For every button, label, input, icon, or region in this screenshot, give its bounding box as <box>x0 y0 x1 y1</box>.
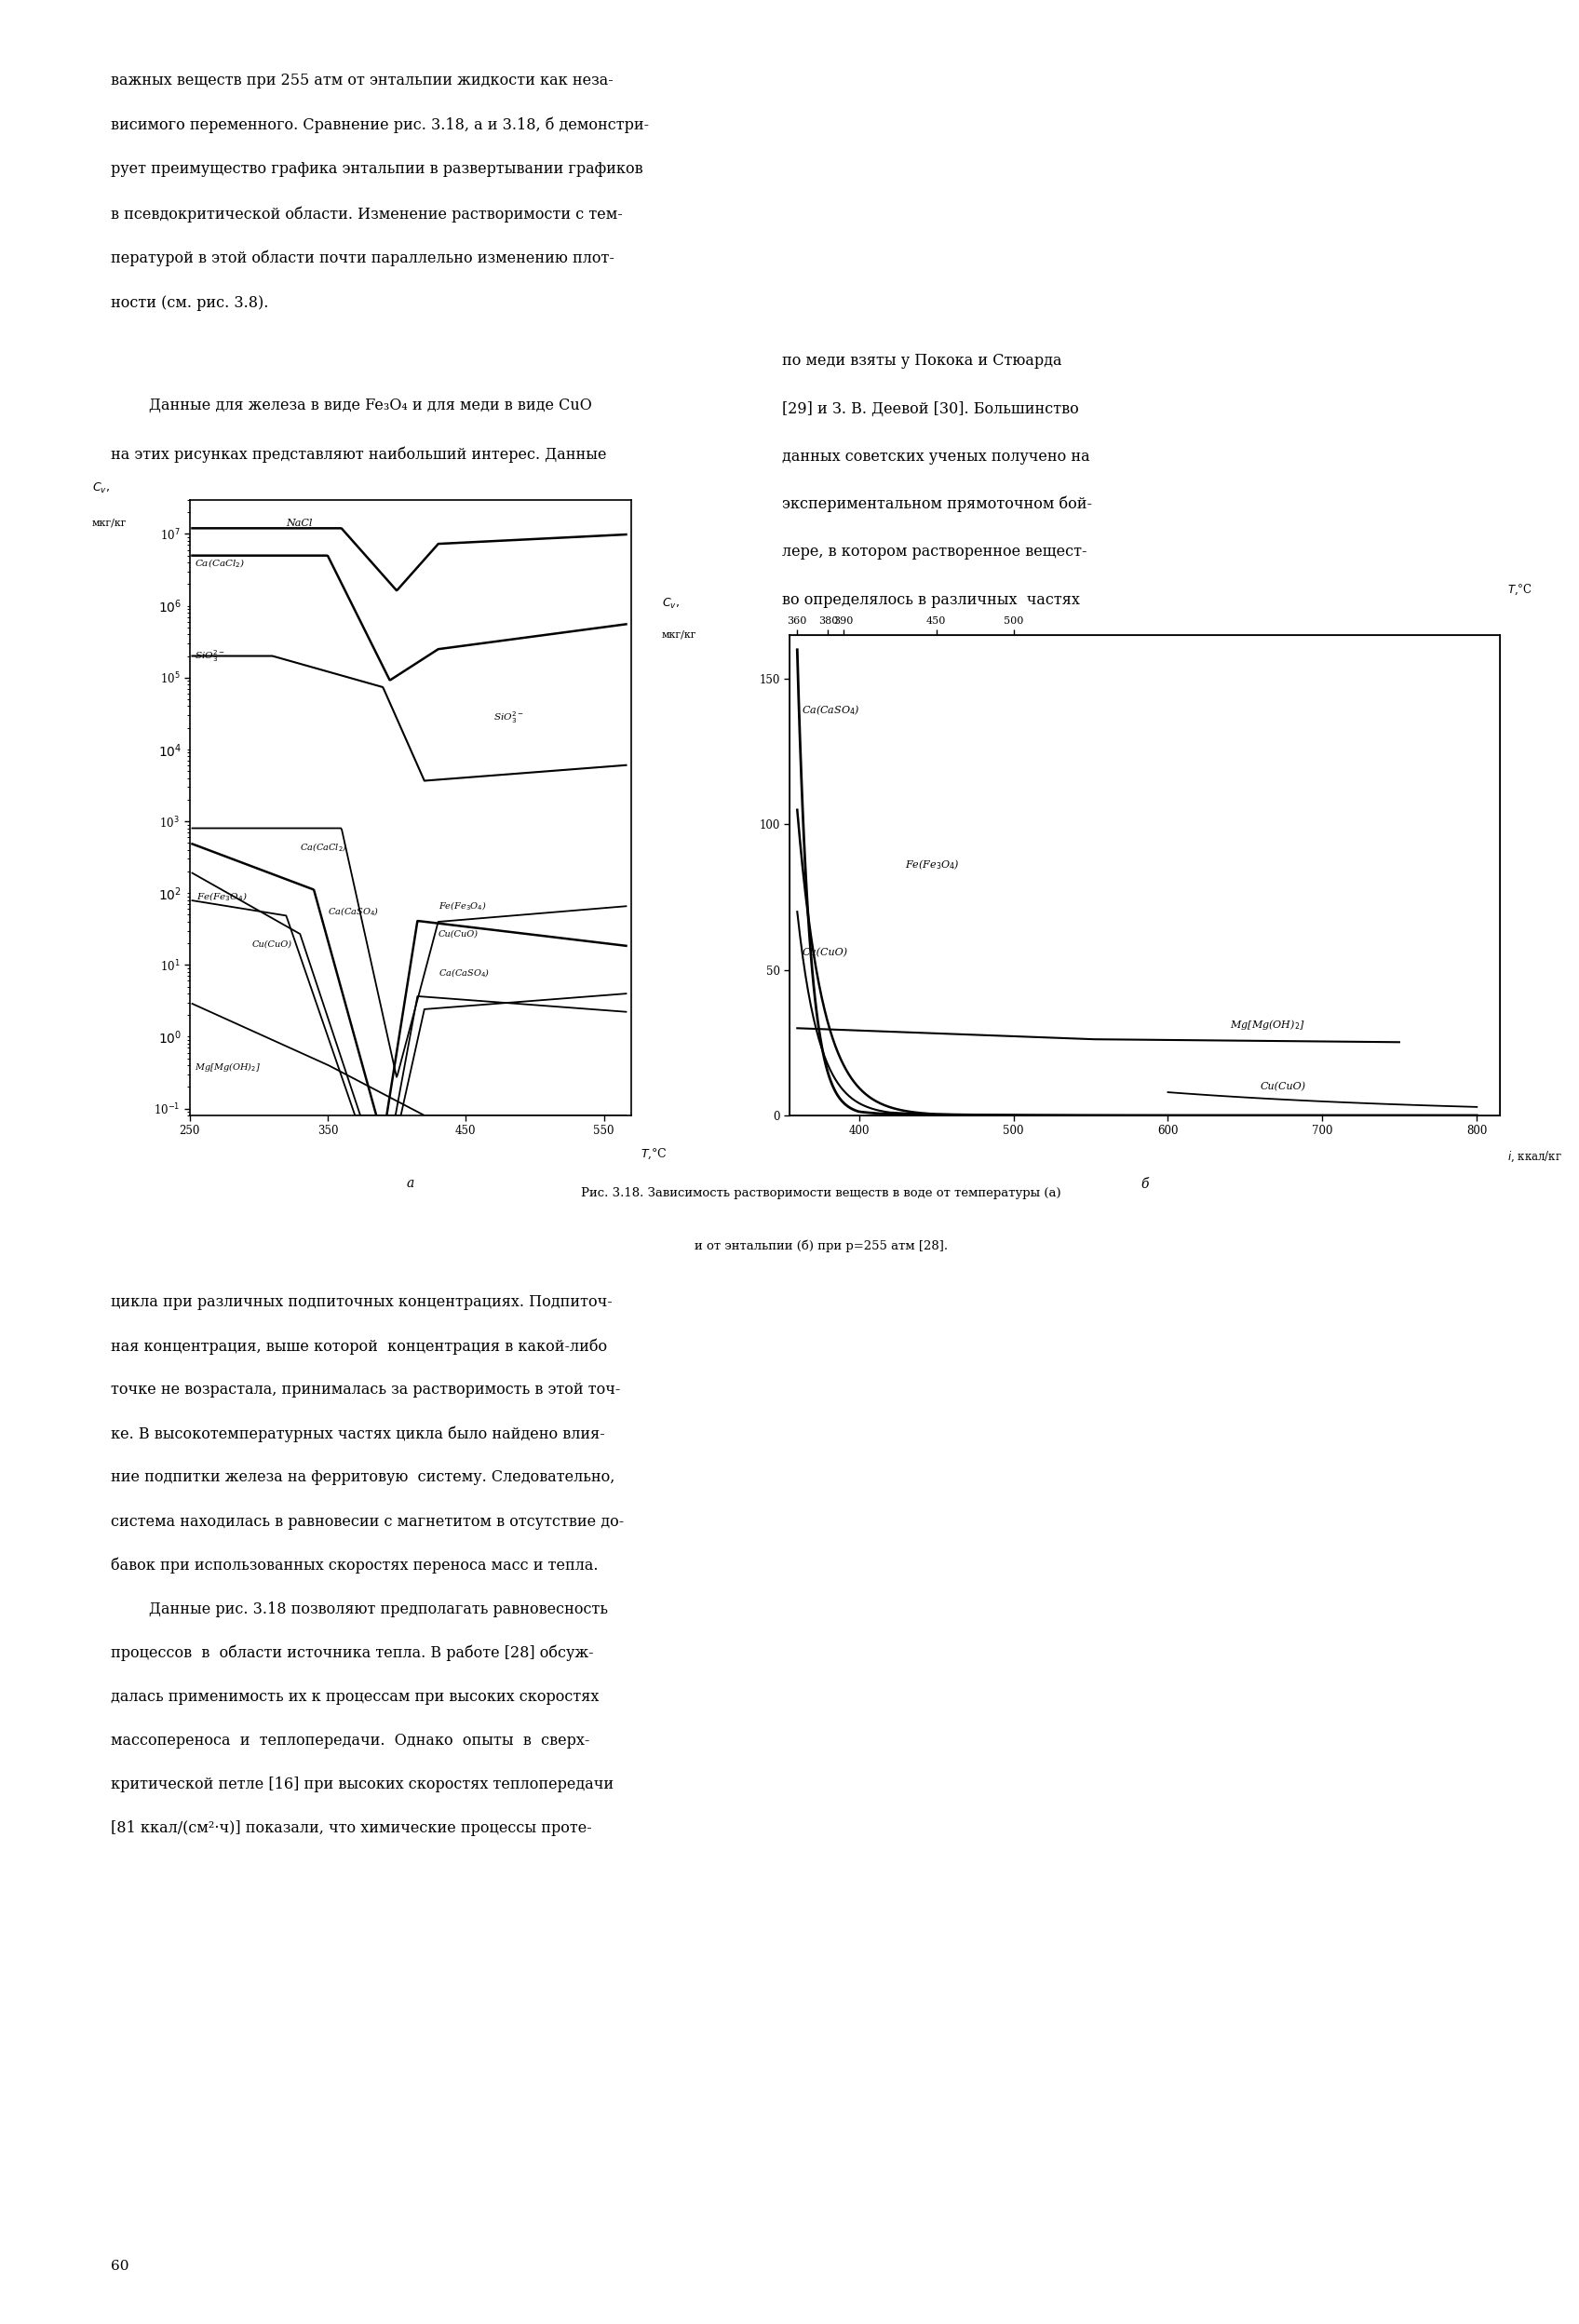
Text: Mg[Mg(OH)$_2$]: Mg[Mg(OH)$_2$] <box>1230 1018 1304 1032</box>
Text: и от энтальпии (б) при р=255 атм [28].: и от энтальпии (б) при р=255 атм [28]. <box>695 1241 947 1253</box>
Text: система находилась в равновесии с магнетитом в отсутствие до-: система находилась в равновесии с магнет… <box>111 1513 624 1529</box>
Text: Fe(Fe$_3$O$_4$): Fe(Fe$_3$O$_4$) <box>439 899 486 913</box>
Text: лере, в котором растворенное вещест-: лере, в котором растворенное вещест- <box>782 544 1086 560</box>
Text: висимого переменного. Сравнение рис. 3.18, а и 3.18, б демонстри-: висимого переменного. Сравнение рис. 3.1… <box>111 116 649 132</box>
Text: Данные рис. 3.18 позволяют предполагать равновесность: Данные рис. 3.18 позволяют предполагать … <box>111 1601 608 1618</box>
Text: ности (см. рис. 3.8).: ности (см. рис. 3.8). <box>111 295 268 311</box>
Text: Ca(CaSO$_4$): Ca(CaSO$_4$) <box>439 967 489 981</box>
Text: бавок при использованных скоростях переноса масс и тепла.: бавок при использованных скоростях перен… <box>111 1557 598 1573</box>
Text: экспериментальном прямоточном бой-: экспериментальном прямоточном бой- <box>782 495 1091 511</box>
Text: [29] и З. В. Деевой [30]. Большинство: [29] и З. В. Деевой [30]. Большинство <box>782 400 1078 416</box>
Text: в псевдокритической области. Изменение растворимости с тем-: в псевдокритической области. Изменение р… <box>111 207 622 223</box>
Text: Fe(Fe$_3$O$_4$): Fe(Fe$_3$O$_4$) <box>905 858 960 872</box>
Text: данных советских ученых получено на: данных советских ученых получено на <box>782 449 1090 465</box>
Text: $i$, ккал/кг: $i$, ккал/кг <box>1506 1148 1562 1164</box>
Text: $T$,°C: $T$,°C <box>641 1146 668 1160</box>
Text: далась применимость их к процессам при высоких скоростях: далась применимость их к процессам при в… <box>111 1690 598 1703</box>
Text: Ca(CaSO$_4$): Ca(CaSO$_4$) <box>802 704 861 718</box>
Text: пературой в этой области почти параллельно изменению плот-: пературой в этой области почти параллель… <box>111 251 614 267</box>
Text: Fe(Fe$_3$O$_4$): Fe(Fe$_3$O$_4$) <box>196 890 248 904</box>
Text: цикла при различных подпиточных концентрациях. Подпиточ-: цикла при различных подпиточных концентр… <box>111 1294 613 1311</box>
Text: массопереноса  и  теплопередачи.  Однако  опыты  в  сверх-: массопереноса и теплопередачи. Однако оп… <box>111 1731 589 1748</box>
Text: мкг/кг: мкг/кг <box>92 518 128 528</box>
Text: а: а <box>407 1176 414 1190</box>
Text: Ca(CaSO$_4$): Ca(CaSO$_4$) <box>328 906 379 918</box>
Text: $C_v,$: $C_v,$ <box>662 597 679 611</box>
Text: SiO$_3^{2-}$: SiO$_3^{2-}$ <box>194 648 226 665</box>
Text: Cu(CuO): Cu(CuO) <box>1260 1081 1306 1092</box>
Text: процессов  в  области источника тепла. В работе [28] обсуж-: процессов в области источника тепла. В р… <box>111 1645 594 1662</box>
Text: важных веществ при 255 атм от энтальпии жидкости как неза-: важных веществ при 255 атм от энтальпии … <box>111 72 613 88</box>
Text: [81 ккал/(см²·ч)] показали, что химические процессы прoте-: [81 ккал/(см²·ч)] показали, что химическ… <box>111 1820 592 1836</box>
Text: во определялось в различных  частях: во определялось в различных частях <box>782 593 1080 607</box>
Text: критической петле [16] при высоких скоростях теплопередачи: критической петле [16] при высоких скоро… <box>111 1776 613 1792</box>
Text: Cu(CuO): Cu(CuO) <box>251 939 292 948</box>
Text: Mg[Mg(OH)$_2$]: Mg[Mg(OH)$_2$] <box>194 1060 261 1074</box>
Text: Cu(CuO): Cu(CuO) <box>802 948 848 957</box>
Text: SiO$_3^{2-}$: SiO$_3^{2-}$ <box>494 709 524 725</box>
Text: мкг/кг: мкг/кг <box>662 630 696 639</box>
Text: по меди взяты у Покока и Стюарда: по меди взяты у Покока и Стюарда <box>782 353 1061 370</box>
Text: ке. В высокотемпературных частях цикла было найдено влия-: ке. В высокотемпературных частях цикла б… <box>111 1425 605 1441</box>
Text: Ca(CaCl$_2$): Ca(CaCl$_2$) <box>194 558 245 569</box>
Text: Ca(CaCl$_2$): Ca(CaCl$_2$) <box>300 841 347 853</box>
Text: NaCl: NaCl <box>286 518 313 528</box>
Text: ная концентрация, выше которой  концентрация в какой-либо: ная концентрация, выше которой концентра… <box>111 1339 606 1355</box>
Text: б: б <box>1140 1178 1150 1190</box>
Text: рует преимущество графика энтальпии в развертывании графиков: рует преимущество графика энтальпии в ра… <box>111 163 643 177</box>
Text: $C_v,$: $C_v,$ <box>92 481 111 495</box>
Text: на этих рисунках представляют наибольший интерес. Данные: на этих рисунках представляют наибольший… <box>111 446 606 462</box>
Text: точке не возрастала, принималась за растворимость в этой точ-: точке не возрастала, принималась за раст… <box>111 1383 621 1399</box>
Text: Рис. 3.18. Зависимость растворимости веществ в воде от температуры (а): Рис. 3.18. Зависимость растворимости вещ… <box>581 1188 1061 1199</box>
Text: $T$,°C: $T$,°C <box>1506 583 1532 597</box>
Text: 60: 60 <box>111 2259 128 2273</box>
Text: Cu(CuO): Cu(CuO) <box>439 930 478 939</box>
Text: ние подпитки железа на ферритовую  систему. Следовательно,: ние подпитки железа на ферритовую систем… <box>111 1469 614 1485</box>
Text: Данные для железа в виде Fe₃O₄ и для меди в виде CuO: Данные для железа в виде Fe₃O₄ и для мед… <box>111 397 592 414</box>
